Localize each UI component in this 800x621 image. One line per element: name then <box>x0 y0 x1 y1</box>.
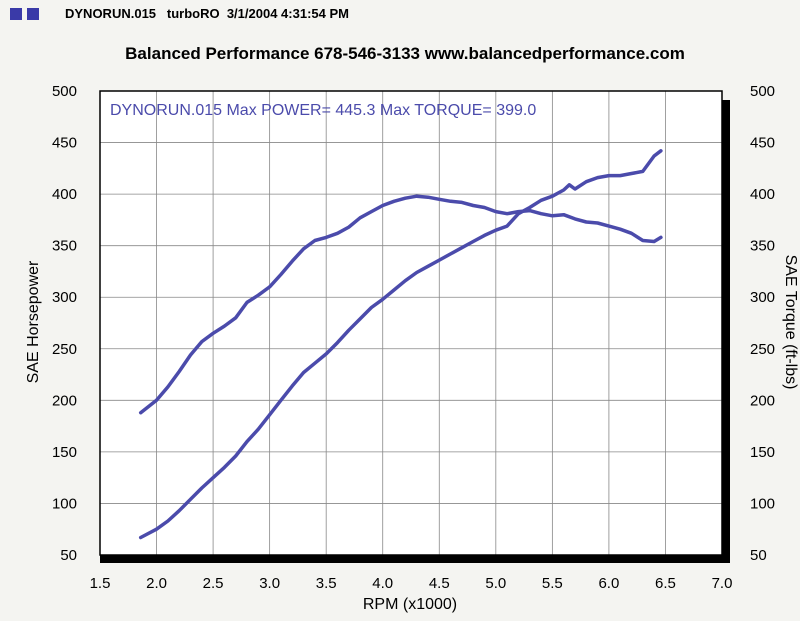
plot-area <box>100 91 722 555</box>
y-tick-label: 500 <box>52 83 77 100</box>
y-tick-label: 300 <box>52 289 77 306</box>
y-tick-label: 450 <box>52 135 77 152</box>
x-tick-label: 1.5 <box>90 575 111 592</box>
report-header: DYNORUN.015 turboRO 3/1/2004 4:31:54 PM <box>0 0 800 30</box>
x-tick-label: 5.5 <box>542 575 563 592</box>
y2-tick-label: 500 <box>750 83 775 100</box>
y2-tick-label: 200 <box>750 392 775 409</box>
x-tick-label: 2.0 <box>146 575 167 592</box>
x-tick-label: 2.5 <box>203 575 224 592</box>
y-tick-label: 100 <box>52 495 77 512</box>
y2-tick-label: 300 <box>750 289 775 306</box>
x-tick-label: 5.0 <box>485 575 506 592</box>
torque-series-line <box>138 194 663 415</box>
y-tick-label: 250 <box>52 341 77 358</box>
badge-square <box>27 8 39 20</box>
x-tick-label: 7.0 <box>712 575 733 592</box>
y2-tick-label: 350 <box>750 238 775 255</box>
vehicle-name: turboRO <box>166 6 220 21</box>
horsepower-series-line <box>138 149 663 540</box>
x-ticks: 1.5 2.0 2.5 3.0 3.5 4.0 4.5 5.0 5.5 6.0 6.5 7.0 <box>90 575 733 592</box>
y2-tick-label: 400 <box>750 186 775 203</box>
header-text: DYNORUN.015 turboRO 3/1/2004 4:31:54 PM <box>65 6 349 21</box>
x-tick-label: 4.5 <box>429 575 450 592</box>
y2-tick-label: 100 <box>750 495 775 512</box>
x-axis-label: RPM (x1000) <box>363 596 457 613</box>
frame-shadow-right <box>722 100 730 563</box>
y-ticks: 50 100 150 200 250 300 350 400 450 500 <box>52 83 77 564</box>
badge-square <box>10 8 22 20</box>
y2-ticks: 50 100 150 200 250 300 350 400 450 500 <box>750 83 775 564</box>
x-tick-label: 6.0 <box>598 575 619 592</box>
y-tick-label: 400 <box>52 186 77 203</box>
y2-tick-label: 450 <box>750 135 775 152</box>
y2-tick-label: 50 <box>750 547 767 564</box>
y-tick-label: 350 <box>52 238 77 255</box>
run-id: DYNORUN.015 <box>65 6 157 21</box>
frame-shadow-bottom <box>100 555 730 563</box>
y2-tick-label: 150 <box>750 444 775 461</box>
y-axis-label: SAE Horsepower <box>25 260 42 383</box>
y2-tick-label: 250 <box>750 341 775 358</box>
run-datetime: 3/1/2004 4:31:54 PM <box>226 6 349 21</box>
x-tick-label: 4.0 <box>372 575 393 592</box>
y2-axis-label: SAE Torque (ft-lbs) <box>782 255 799 390</box>
x-tick-label: 6.5 <box>655 575 676 592</box>
chart-title: Balanced Performance 678-546-3133 www.ba… <box>125 44 685 63</box>
y-tick-label: 200 <box>52 392 77 409</box>
y-tick-label: 50 <box>60 547 77 564</box>
max-values-annotation: DYNORUN.015 Max POWER= 445.3 Max TORQUE=… <box>110 102 536 119</box>
series-group <box>138 149 663 540</box>
y-tick-label: 150 <box>52 444 77 461</box>
x-tick-label: 3.5 <box>316 575 337 592</box>
x-tick-label: 3.0 <box>259 575 280 592</box>
